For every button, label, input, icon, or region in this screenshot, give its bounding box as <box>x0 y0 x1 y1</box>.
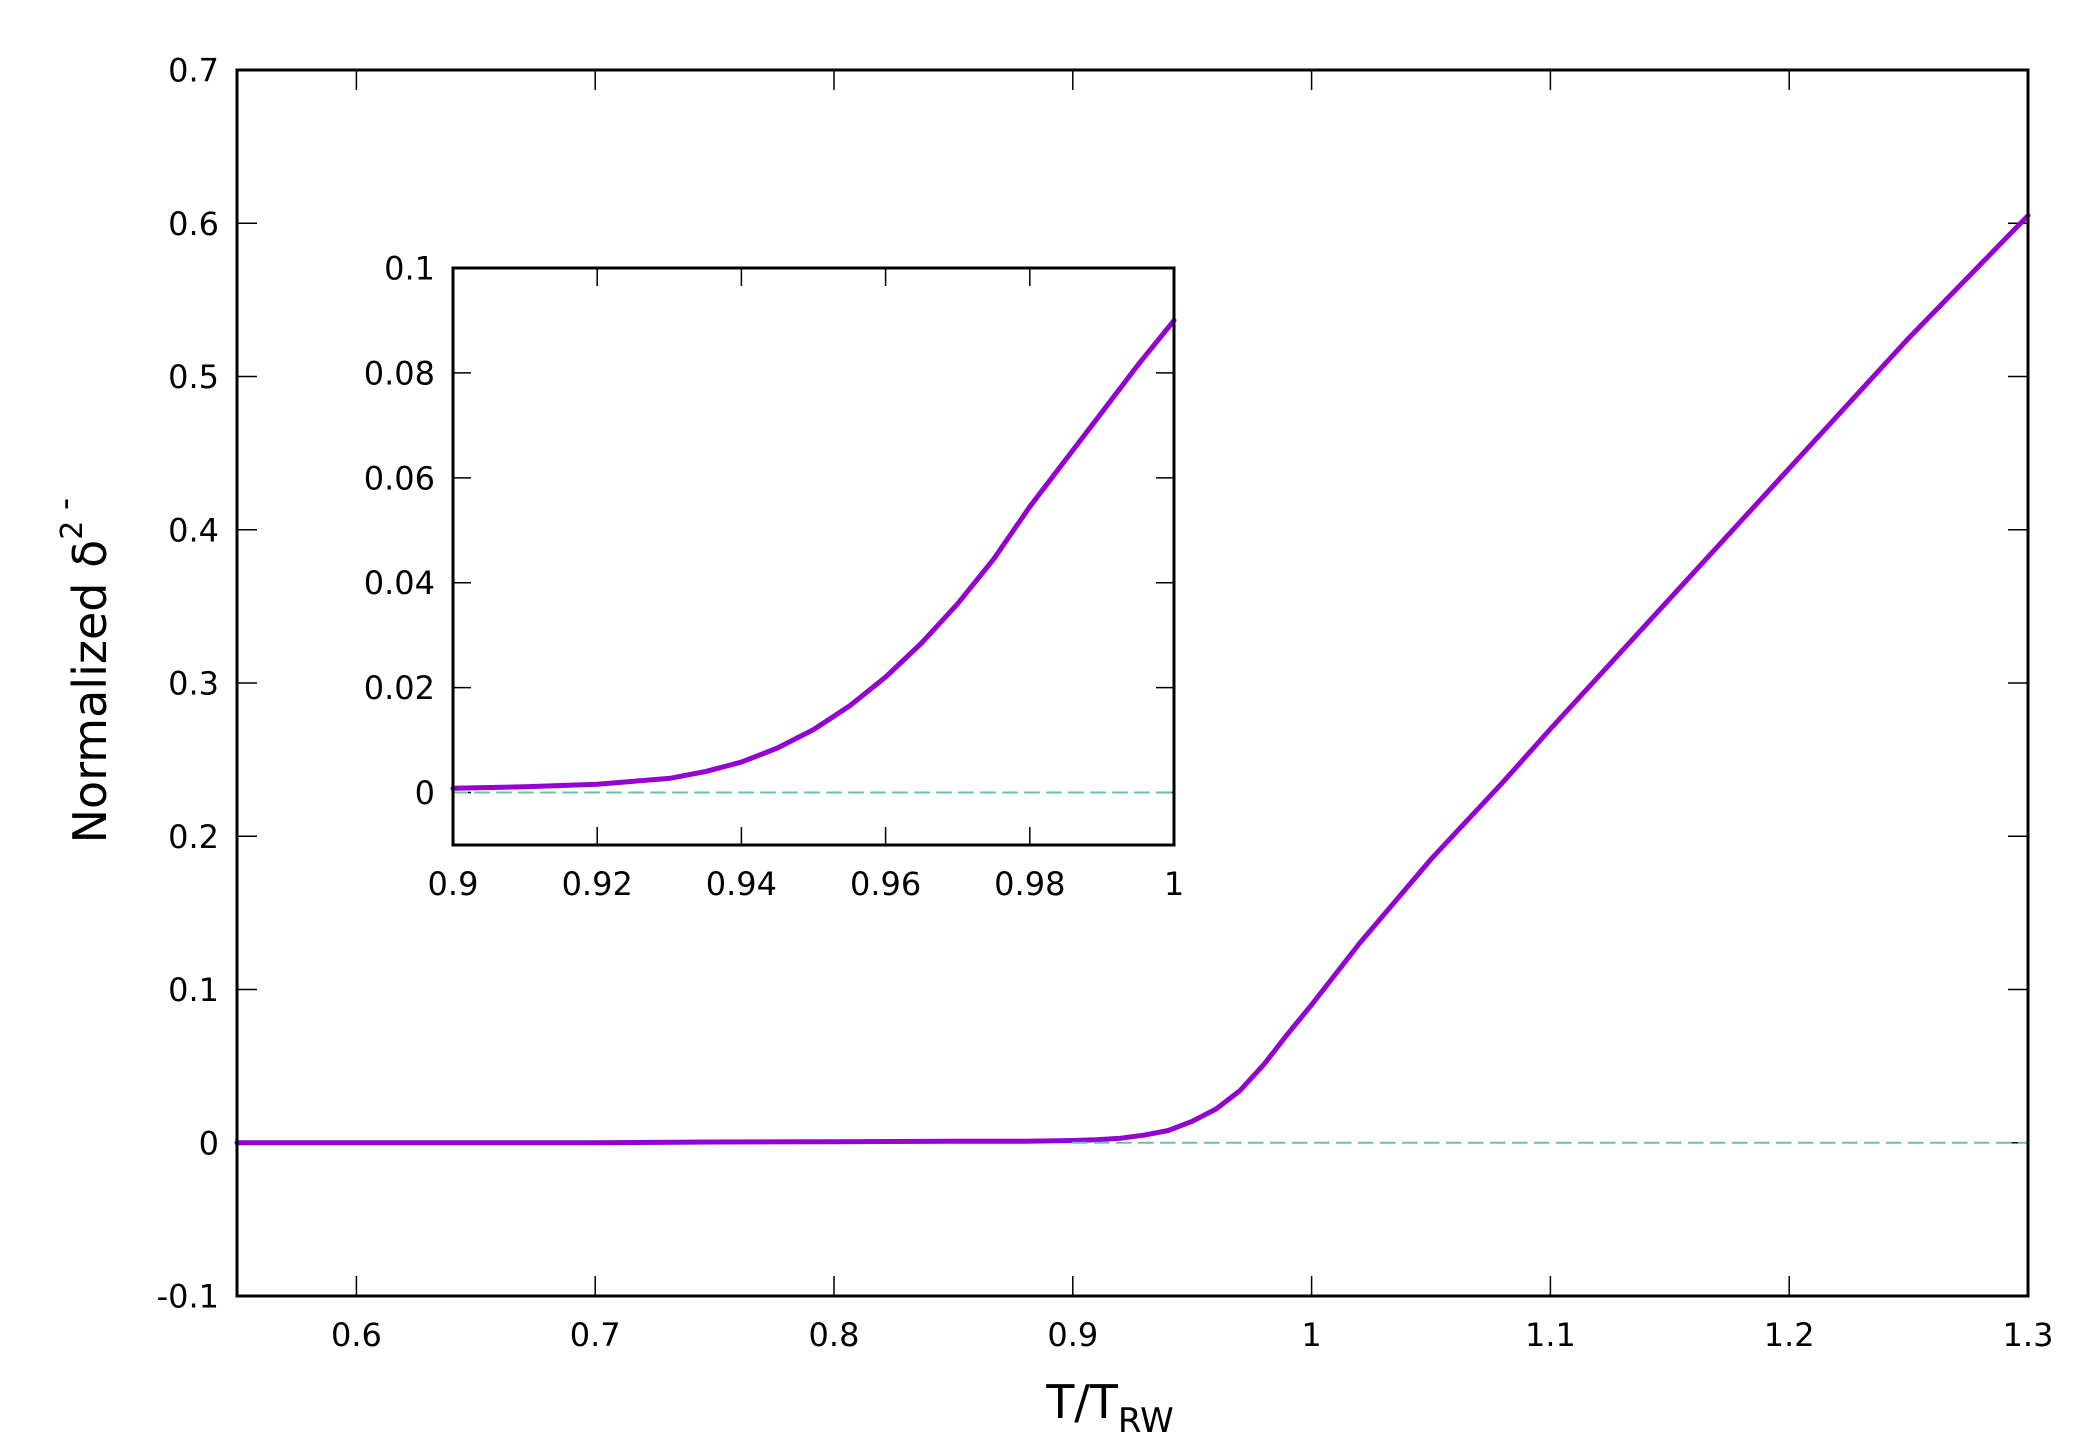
main-y-tick-label: 0.3 <box>168 665 219 703</box>
y-axis-title: Normalized δ2 - <box>45 498 117 844</box>
main-y-tick-label: 0.2 <box>168 818 219 856</box>
inset-data-curve <box>450 318 1177 791</box>
main-plot: 0.6 0.7 0.8 0.9 1 1.1 1.2 1.3-0.100.10.20.30.40… <box>45 52 2053 1441</box>
main-data-curve <box>234 213 2031 1146</box>
main-x-tick-label: 1 <box>1301 1316 1321 1354</box>
inset-plot-frame <box>451 266 1176 847</box>
y-axis-title-overbar: - <box>45 498 85 510</box>
y-axis-title-superscript: 2 <box>55 521 90 540</box>
main-y-tick-label: 0.1 <box>168 971 219 1009</box>
main-x-tick-label: 0.7 <box>570 1316 621 1354</box>
main-x-tick-label: 1.1 <box>1525 1316 1576 1354</box>
main-y-tick-label: 0 <box>199 1124 219 1162</box>
inset-x-tick-label: 1 <box>1164 865 1184 903</box>
inset-y-tick-label: 0.02 <box>364 669 435 707</box>
main-y-tick-label: 0.4 <box>168 511 219 549</box>
main-y-tick-label: -0.1 <box>157 1278 219 1316</box>
main-y-tick-label: 0.5 <box>168 358 219 396</box>
y-axis-title-main: Normalized δ <box>63 540 117 844</box>
x-axis-title-subscript: RW <box>1118 1401 1174 1441</box>
main-x-tick-label: 1.2 <box>1764 1316 1815 1354</box>
inset-series-layer <box>450 318 1177 794</box>
inset-x-tick-label: 0.98 <box>994 865 1065 903</box>
main-ticks: 0.6 0.7 0.8 0.9 1 1.1 1.2 1.3 -0.1 0 0.1 0.2 0.3 0.4 0… <box>157 52 2054 1354</box>
main-plot-frame <box>235 68 2030 1298</box>
main-x-tick-label: 1.3 <box>2003 1316 2054 1354</box>
main-y-tick-label: 0.7 <box>168 52 219 90</box>
main-x-tick-label: 0.8 <box>809 1316 860 1354</box>
main-y-tick-label: 0.6 <box>168 205 219 243</box>
x-axis-title: T/TRW <box>1045 1375 1174 1441</box>
inset-ticks: 0.9 0.92 0.94 0.96 0.98 1 0 0.02 0.04 0.06 0.08 0.1 <box>364 250 1184 903</box>
inset-y-tick-label: 0 <box>415 774 435 812</box>
inset-plot: 0.9 0.92 0.94 0.96 0.98 1 0 0.02 0.04 0.06 0.08 0.1 <box>364 250 1184 903</box>
main-series-layer <box>234 213 2031 1146</box>
main-x-tick-label: 0.9 <box>1047 1316 1098 1354</box>
inset-background <box>453 268 1174 845</box>
inset-x-tick-label: 0.94 <box>706 865 777 903</box>
main-x-tick-label: 0.6 <box>331 1316 382 1354</box>
inset-y-tick-label: 0.04 <box>364 564 435 602</box>
inset-x-tick-label: 0.9 <box>428 865 479 903</box>
inset-y-tick-label: 0.06 <box>364 459 435 497</box>
svg-text:Normalized δ2: Normalized δ2 <box>55 521 117 844</box>
x-axis-title-main: T/T <box>1045 1375 1119 1429</box>
inset-x-tick-label: 0.92 <box>562 865 633 903</box>
inset-x-tick-label: 0.96 <box>850 865 921 903</box>
inset-y-tick-label: 0.08 <box>364 354 435 392</box>
inset-y-tick-label: 0.1 <box>384 250 435 288</box>
